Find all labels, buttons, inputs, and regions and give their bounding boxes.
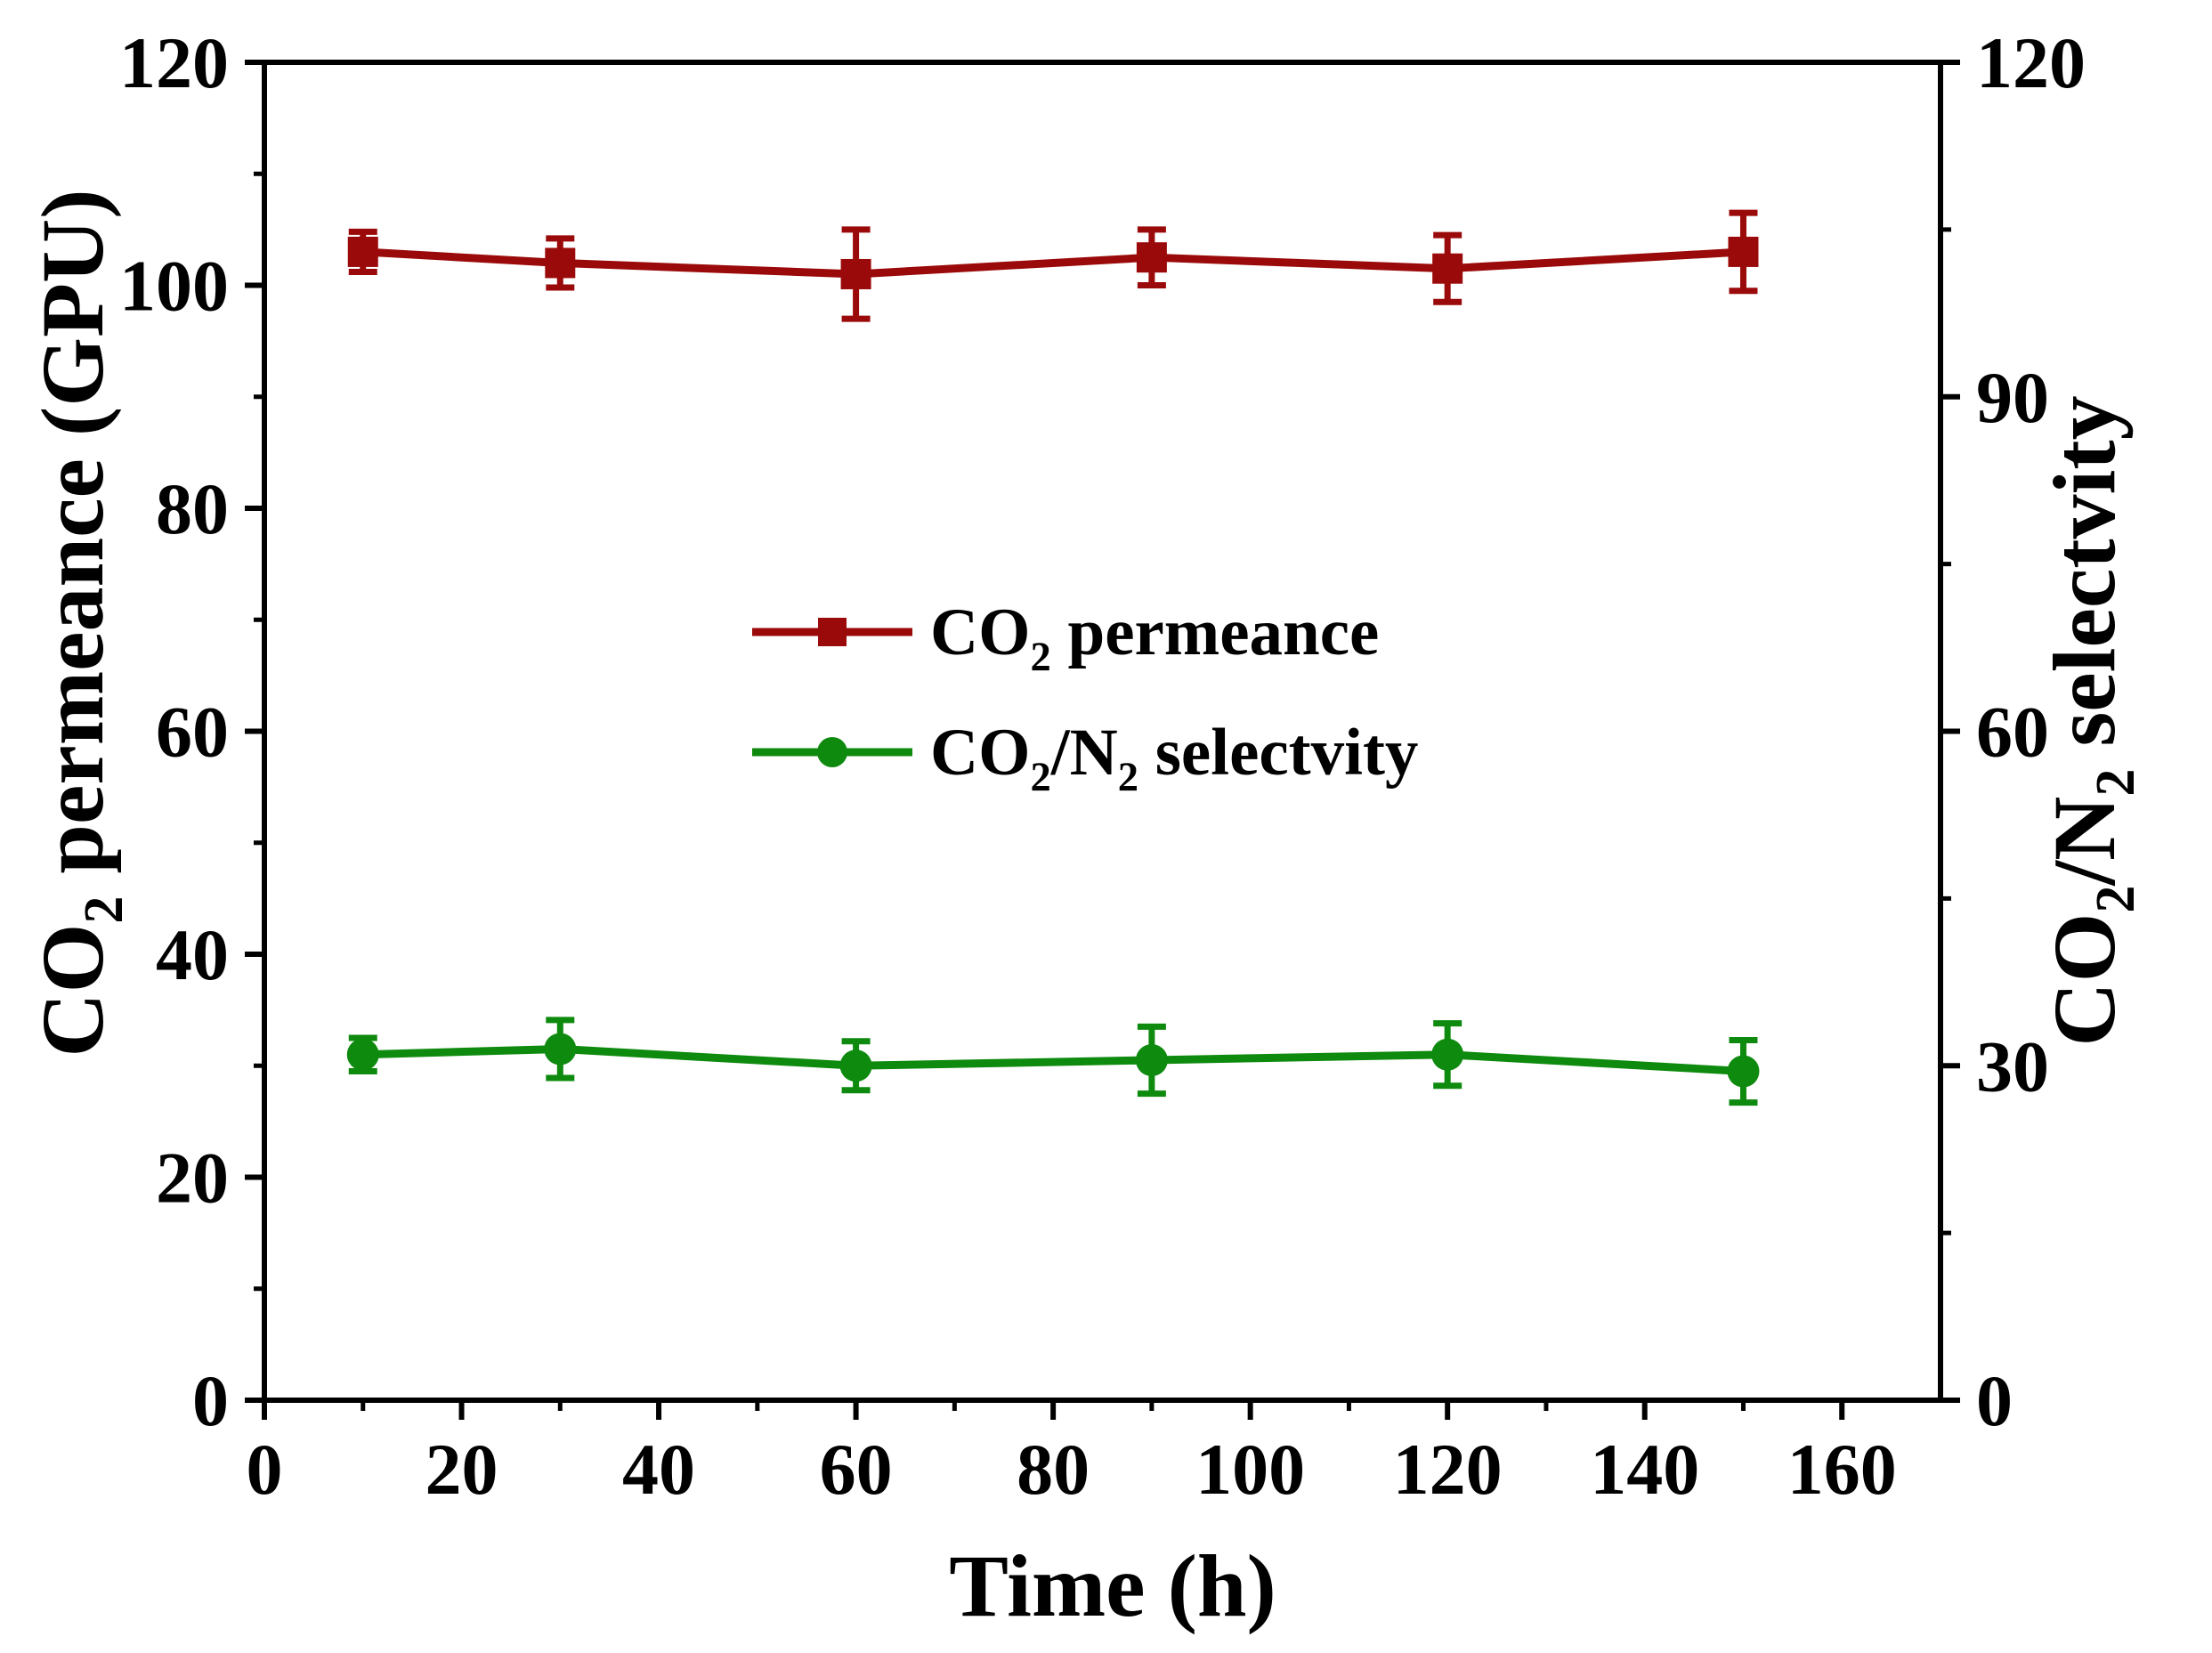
y-axis-left-title: CO2 permeance (GPU) — [23, 189, 134, 1057]
legend: CO2 permeance CO2/N2 selectvity — [752, 596, 1418, 800]
data-point-circle — [839, 1049, 872, 1082]
x-tick-label: 60 — [820, 1429, 893, 1510]
data-point-square — [1136, 242, 1167, 273]
data-point-square — [840, 258, 871, 289]
x-tick-label: 80 — [1017, 1429, 1090, 1510]
y-right-tick-label: 90 — [1976, 357, 2049, 438]
y-left-tick-label: 60 — [156, 692, 229, 773]
data-point-circle — [1431, 1038, 1464, 1071]
legend-label-selectivity: CO2/N2 selectvity — [930, 716, 1418, 800]
y-left-tick-label: 100 — [119, 246, 229, 327]
data-point-circle — [1727, 1055, 1760, 1088]
x-axis-title: Time (h) — [949, 1536, 1276, 1635]
y-left-tick-label: 0 — [192, 1360, 229, 1441]
data-point-square — [1432, 253, 1463, 284]
data-point-square — [1728, 236, 1759, 267]
y-right-tick-label: 30 — [1976, 1025, 2049, 1106]
x-tick-label: 20 — [425, 1429, 498, 1510]
legend-marker-selectivity — [817, 737, 847, 767]
series-line-1 — [362, 1044, 1744, 1076]
x-tick-label: 0 — [247, 1429, 283, 1510]
data-point-circle — [1135, 1043, 1168, 1076]
legend-label-permeance: CO2 permeance — [930, 596, 1379, 680]
data-point-circle — [346, 1038, 379, 1071]
x-tick-label: 40 — [622, 1429, 695, 1510]
x-tick-label: 120 — [1393, 1429, 1503, 1510]
legend-marker-permeance — [818, 618, 847, 646]
y-axis-right-title: CO2/N2 selectvity — [2035, 395, 2146, 1046]
y-left-tick-label: 120 — [119, 22, 229, 103]
y-left-tick-label: 40 — [156, 914, 229, 995]
series-layer — [346, 209, 1760, 1106]
y-right-tick-label: 120 — [1976, 22, 2086, 103]
y-left-tick-label: 20 — [156, 1138, 229, 1219]
x-tick-label: 160 — [1787, 1429, 1897, 1510]
axes-layer — [245, 60, 1960, 1420]
data-point-circle — [544, 1033, 577, 1066]
text-layer: 0 20 40 60 80 100 120 140 160 0 20 40 60 80 100 120 0 30 6… — [119, 22, 2086, 1510]
x-tick-label: 100 — [1195, 1429, 1305, 1510]
y-right-tick-label: 0 — [1976, 1360, 2013, 1441]
y-left-tick-label: 80 — [156, 468, 229, 549]
data-point-square — [545, 247, 576, 279]
series-line-0 — [362, 247, 1744, 279]
x-tick-label: 140 — [1590, 1429, 1699, 1510]
y-right-tick-label: 60 — [1976, 692, 2049, 773]
data-point-square — [347, 236, 378, 267]
